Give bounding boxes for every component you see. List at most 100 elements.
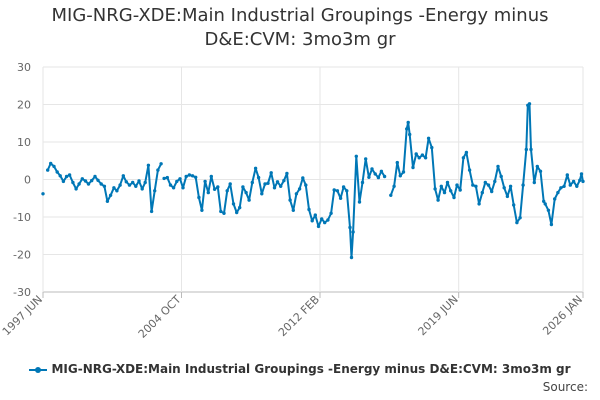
data-point[interactable] [149, 209, 154, 214]
data-point[interactable] [515, 220, 519, 225]
data-point[interactable] [194, 175, 198, 179]
data-point[interactable] [61, 179, 66, 184]
data-point[interactable] [486, 183, 491, 187]
data-point[interactable] [527, 102, 532, 106]
data-point[interactable] [181, 186, 185, 190]
data-point[interactable] [546, 208, 551, 212]
data-point[interactable] [184, 174, 188, 179]
data-point[interactable] [471, 183, 475, 187]
data-point[interactable] [341, 185, 346, 189]
data-point[interactable] [178, 177, 182, 181]
data-point[interactable] [272, 186, 277, 190]
data-point[interactable] [483, 180, 487, 185]
data-point[interactable] [433, 187, 437, 191]
data-point[interactable] [228, 182, 232, 186]
data-point[interactable] [316, 224, 321, 229]
data-point[interactable] [490, 189, 494, 194]
data-point[interactable] [512, 203, 516, 207]
data-point[interactable] [461, 156, 466, 160]
data-point[interactable] [137, 179, 141, 183]
data-point[interactable] [225, 189, 229, 193]
data-point[interactable] [115, 189, 119, 193]
data-point[interactable] [360, 180, 365, 185]
data-point[interactable] [124, 180, 128, 184]
data-point[interactable] [165, 175, 169, 180]
data-point[interactable] [474, 184, 478, 188]
data-point[interactable] [392, 184, 396, 188]
data-point[interactable] [266, 181, 270, 185]
data-point[interactable] [206, 190, 210, 195]
data-point[interactable] [417, 156, 421, 160]
data-point[interactable] [279, 184, 283, 188]
data-point[interactable] [159, 162, 163, 166]
legend[interactable]: MIG-NRG-XDE:Main Industrial Groupings -E… [0, 362, 600, 376]
data-point[interactable] [96, 178, 100, 182]
data-point[interactable] [579, 172, 584, 176]
data-point[interactable] [190, 174, 195, 178]
data-point[interactable] [370, 167, 374, 171]
data-point[interactable] [175, 179, 179, 184]
data-point[interactable] [171, 186, 176, 190]
data-point[interactable] [455, 183, 459, 187]
data-point[interactable] [260, 192, 264, 196]
data-point[interactable] [559, 186, 563, 190]
data-point[interactable] [338, 196, 343, 200]
data-point[interactable] [535, 164, 539, 169]
data-point[interactable] [86, 182, 91, 186]
data-point[interactable] [436, 198, 440, 202]
data-point[interactable] [411, 165, 415, 170]
data-point[interactable] [354, 154, 358, 158]
data-point[interactable] [231, 202, 236, 206]
data-point[interactable] [373, 172, 377, 176]
data-point[interactable] [238, 205, 242, 210]
data-point[interactable] [250, 180, 254, 185]
data-point[interactable] [263, 182, 267, 186]
data-point[interactable] [200, 208, 204, 212]
data-point[interactable] [212, 187, 217, 191]
data-point[interactable] [320, 217, 324, 221]
data-point[interactable] [351, 230, 355, 234]
data-point[interactable] [143, 180, 147, 185]
data-point[interactable] [219, 209, 223, 214]
data-point[interactable] [524, 147, 528, 152]
data-point[interactable] [445, 180, 450, 185]
data-point[interactable] [502, 186, 506, 190]
data-point[interactable] [518, 216, 522, 220]
data-point[interactable] [543, 202, 547, 206]
data-point[interactable] [452, 195, 456, 200]
data-point[interactable] [556, 190, 560, 195]
data-point[interactable] [269, 171, 273, 175]
data-point[interactable] [480, 190, 484, 195]
data-point[interactable] [146, 163, 151, 167]
data-point[interactable] [405, 127, 409, 131]
data-point[interactable] [505, 194, 510, 199]
data-point[interactable] [408, 132, 412, 137]
data-point[interactable] [529, 147, 533, 152]
data-point[interactable] [420, 153, 425, 157]
data-point[interactable] [235, 210, 239, 215]
data-point[interactable] [46, 168, 50, 172]
data-point[interactable] [357, 200, 362, 204]
data-point[interactable] [499, 174, 503, 179]
data-point[interactable] [203, 179, 207, 184]
data-point[interactable] [458, 188, 462, 192]
data-point[interactable] [538, 169, 543, 173]
data-point[interactable] [496, 164, 500, 169]
data-point[interactable] [389, 193, 393, 197]
data-point[interactable] [332, 188, 336, 192]
data-point[interactable] [442, 190, 447, 195]
data-point[interactable] [294, 192, 299, 196]
data-point[interactable] [581, 179, 585, 184]
data-point[interactable] [121, 174, 126, 178]
data-point[interactable] [508, 184, 513, 188]
data-point[interactable] [304, 183, 308, 187]
data-point[interactable] [493, 179, 497, 184]
data-point[interactable] [216, 185, 220, 189]
data-point[interactable] [222, 211, 226, 215]
data-point[interactable] [578, 178, 582, 182]
data-point[interactable] [282, 178, 286, 183]
data-point[interactable] [562, 184, 566, 188]
data-point[interactable] [209, 174, 213, 179]
data-point[interactable] [80, 177, 85, 181]
data-point[interactable] [127, 183, 132, 187]
